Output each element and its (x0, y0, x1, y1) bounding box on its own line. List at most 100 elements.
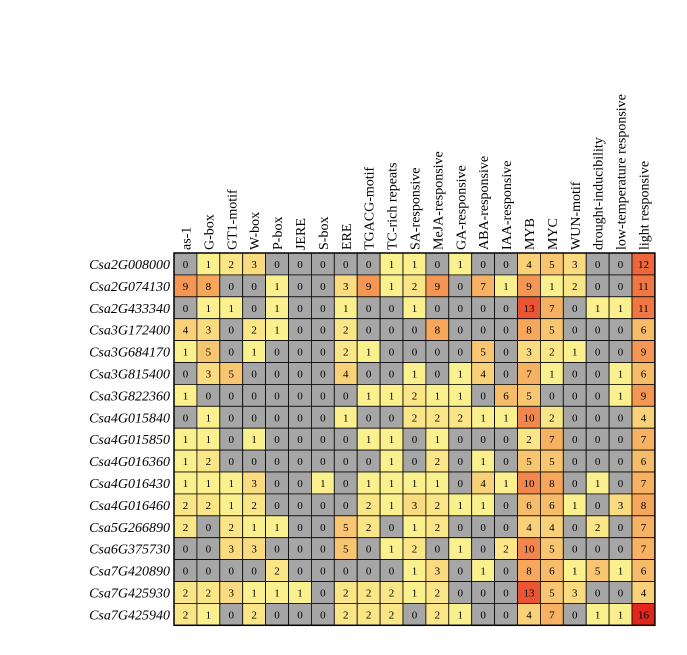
cell-value: 1 (595, 609, 601, 621)
row-label: Csa4G016460 (89, 499, 170, 514)
row-labels: Csa2G008000 Csa2G074130 Csa2G433340 Csa3G17… (89, 258, 170, 623)
cell-value: 1 (206, 609, 212, 621)
cell-value: 1 (274, 325, 280, 337)
cell-value: 0 (229, 609, 235, 621)
cell-value: 9 (526, 281, 532, 293)
cell-value: 0 (572, 390, 578, 402)
cell-value: 8 (641, 500, 647, 512)
cell-value: 1 (412, 587, 418, 599)
cell-value: 0 (183, 566, 189, 578)
cell-value: 1 (458, 259, 464, 271)
cell-value: 0 (343, 478, 349, 490)
cell-value: 8 (435, 325, 441, 337)
cell-value: 0 (366, 259, 372, 271)
cell-value: 7 (641, 434, 647, 446)
cell-value: 0 (320, 325, 326, 337)
cell-value: 0 (343, 434, 349, 446)
cell-value: 2 (435, 609, 441, 621)
row-label: Csa3G684170 (89, 346, 170, 361)
cell-value: 9 (641, 347, 647, 359)
cell-value: 0 (480, 587, 486, 599)
cell-value: 0 (572, 544, 578, 556)
cell-value: 2 (458, 412, 464, 424)
cell-value: 5 (595, 566, 601, 578)
cell-value: 1 (274, 281, 280, 293)
cell-value: 11 (638, 303, 649, 315)
cell-value: 0 (320, 500, 326, 512)
cell-value: 0 (320, 587, 326, 599)
cell-value: 0 (320, 303, 326, 315)
cell-value: 6 (641, 456, 647, 468)
cell-value: 1 (366, 347, 372, 359)
cell-value: 0 (389, 522, 395, 534)
cell-value: 0 (618, 456, 624, 468)
cell-value: 2 (435, 412, 441, 424)
cell-value: 0 (297, 390, 303, 402)
cell-value: 0 (274, 478, 280, 490)
cell-value: 0 (343, 566, 349, 578)
column-label: GA-responsive (454, 165, 469, 250)
cell-value: 0 (366, 325, 372, 337)
cell-value: 4 (480, 368, 486, 380)
cell-value: 1 (549, 368, 555, 380)
cell-value: 4 (480, 478, 486, 490)
cell-value: 4 (526, 522, 532, 534)
row-label: Csa4G015840 (89, 411, 170, 426)
column-label: G-box (202, 214, 217, 250)
cell-value: 4 (526, 259, 532, 271)
cell-value: 0 (503, 522, 509, 534)
cell-value: 1 (229, 303, 235, 315)
cell-value: 4 (549, 522, 555, 534)
cell-value: 1 (366, 434, 372, 446)
cell-value: 0 (229, 456, 235, 468)
cell-value: 1 (618, 368, 624, 380)
cell-value: 0 (572, 412, 578, 424)
cell-value: 0 (274, 259, 280, 271)
cell-value: 5 (526, 456, 532, 468)
column-label: S-box (317, 217, 332, 250)
cell-value: 1 (297, 587, 303, 599)
cell-value: 1 (458, 368, 464, 380)
cell-value: 1 (229, 500, 235, 512)
cell-value: 1 (366, 390, 372, 402)
cell-value: 1 (618, 303, 624, 315)
cell-value: 1 (389, 500, 395, 512)
cell-value: 0 (572, 368, 578, 380)
cell-value: 0 (274, 456, 280, 468)
cell-value: 0 (595, 587, 601, 599)
cell-value: 0 (251, 303, 257, 315)
cell-value: 0 (595, 259, 601, 271)
cell-value: 0 (618, 478, 624, 490)
cell-value: 5 (480, 347, 486, 359)
cell-value: 0 (618, 522, 624, 534)
cell-value: 0 (206, 544, 212, 556)
cell-value: 2 (549, 412, 555, 424)
cell-value: 1 (343, 303, 349, 315)
cell-value: 1 (412, 478, 418, 490)
cell-value: 2 (183, 522, 189, 534)
cell-value: 3 (251, 544, 257, 556)
cell-value: 0 (389, 325, 395, 337)
cell-value: 6 (526, 500, 532, 512)
cell-value: 0 (183, 303, 189, 315)
cell-value: 3 (572, 259, 578, 271)
cell-value: 0 (618, 544, 624, 556)
cell-value: 0 (572, 303, 578, 315)
cell-value: 4 (183, 325, 189, 337)
cell-value: 2 (595, 522, 601, 534)
cell-value: 0 (435, 544, 441, 556)
cell-value: 5 (549, 456, 555, 468)
cell-value: 0 (458, 478, 464, 490)
cell-value: 4 (343, 368, 349, 380)
cell-value: 3 (412, 500, 418, 512)
cell-value: 6 (641, 368, 647, 380)
cell-value: 2 (366, 587, 372, 599)
cell-value: 1 (274, 303, 280, 315)
cell-value: 0 (503, 609, 509, 621)
cell-value: 7 (641, 522, 647, 534)
cell-value: 0 (572, 325, 578, 337)
cell-value: 2 (435, 522, 441, 534)
cell-value: 0 (618, 325, 624, 337)
cell-value: 0 (183, 368, 189, 380)
cell-value: 8 (526, 325, 532, 337)
